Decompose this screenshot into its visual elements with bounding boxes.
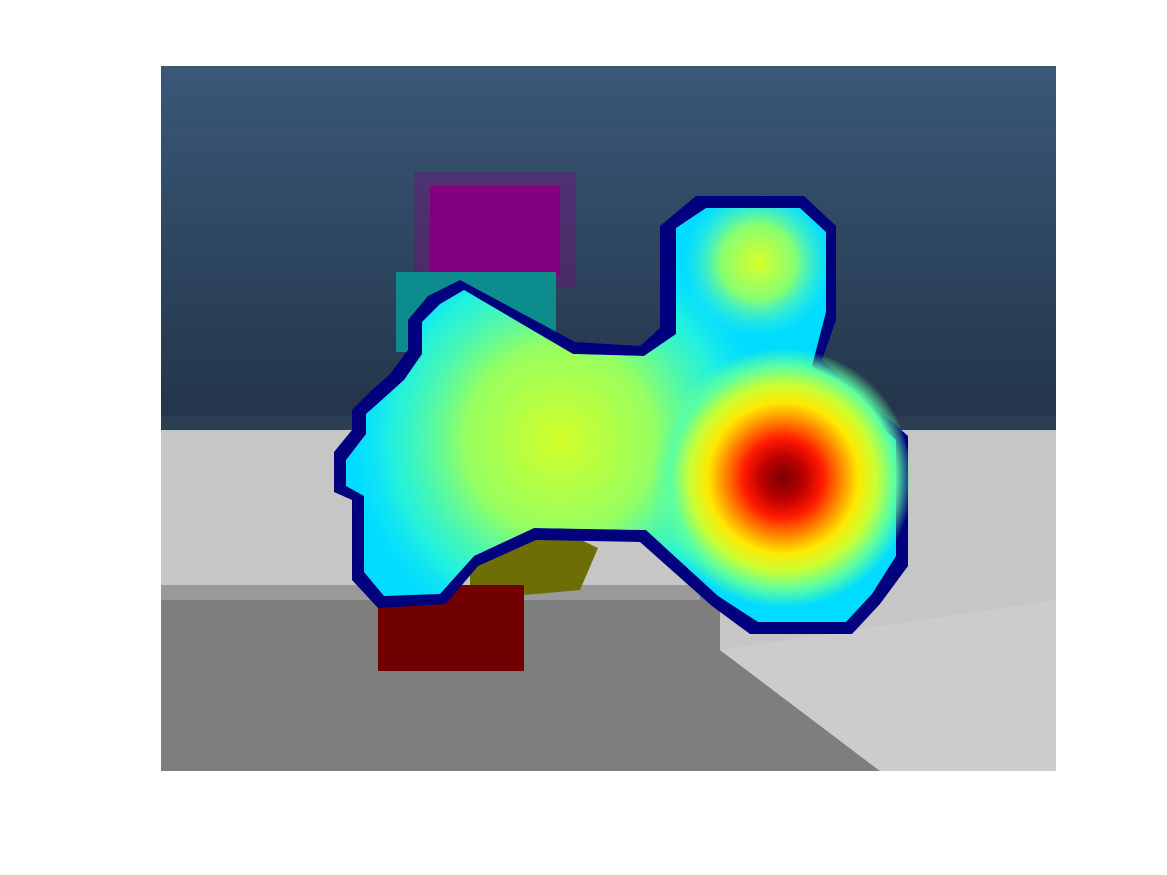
floor-light-patch xyxy=(720,600,1056,771)
purple-block xyxy=(430,186,560,276)
olive-block xyxy=(470,530,598,600)
purple-block-halo xyxy=(414,172,576,288)
image-axes xyxy=(161,66,1056,771)
floor-shadow xyxy=(161,592,880,771)
heatmap-top-lobe xyxy=(676,208,826,366)
heatmap-hotspot xyxy=(655,344,911,620)
